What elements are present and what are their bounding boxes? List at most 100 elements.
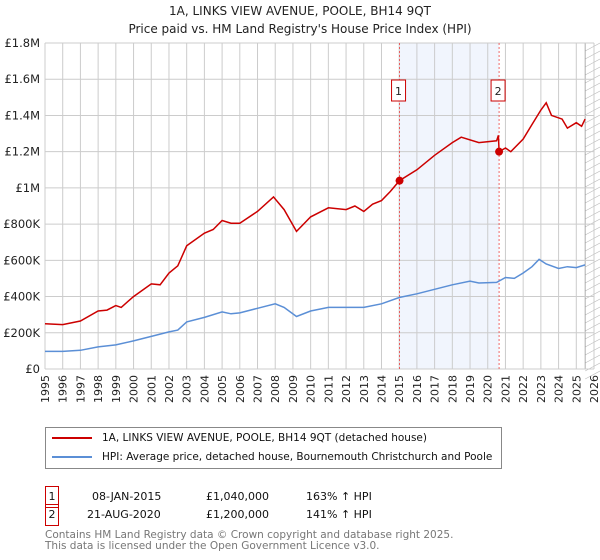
hatch-line xyxy=(585,154,600,164)
sale-label-box xyxy=(490,79,506,102)
legend-label: 1A, LINKS VIEW AVENUE, POOLE, BH14 9QT (… xyxy=(102,432,427,444)
hatch-line xyxy=(585,210,600,220)
sale-point xyxy=(495,147,504,156)
hatch-line xyxy=(585,298,600,308)
x-tick-label: 2025 xyxy=(570,375,583,403)
sale-hpi: 163% ↑ HPI xyxy=(306,490,372,503)
chart-title: 1A, LINKS VIEW AVENUE, POOLE, BH14 9QT xyxy=(169,4,432,18)
hatch-line xyxy=(585,370,600,380)
x-tick-label: 2014 xyxy=(375,375,388,403)
hatch-line xyxy=(585,290,600,300)
hatch-line xyxy=(585,82,600,92)
x-tick-label: 1998 xyxy=(92,375,105,403)
legend-swatch-red xyxy=(52,437,92,439)
hatch-line xyxy=(585,194,600,204)
hatch-line xyxy=(585,242,600,252)
x-tick-label: 1996 xyxy=(57,375,70,403)
x-tick-label: 2010 xyxy=(305,375,318,403)
x-tick-label: 2013 xyxy=(358,375,371,403)
hatch-line xyxy=(585,162,600,172)
hatch-line xyxy=(585,354,600,364)
y-tick-label: £1.6M xyxy=(4,72,40,86)
sale-hpi: 141% ↑ HPI xyxy=(306,508,372,521)
x-tick-label: 2000 xyxy=(128,375,141,403)
x-tick-label: 2006 xyxy=(234,375,247,403)
y-tick-label: £1.8M xyxy=(4,36,40,50)
hatch-line xyxy=(585,250,600,260)
hatch-line xyxy=(585,50,600,60)
sale-date: 21-AUG-2020 xyxy=(87,508,161,521)
x-tick-label: 2019 xyxy=(464,375,477,403)
hatch-line xyxy=(585,122,600,132)
hatch-line xyxy=(585,130,600,140)
x-tick-label: 2012 xyxy=(340,375,353,403)
hatch-line xyxy=(585,138,600,148)
x-tick-label: 2011 xyxy=(322,375,335,403)
x-tick-label: 2022 xyxy=(517,375,530,403)
hatch-line xyxy=(585,362,600,372)
series-line xyxy=(45,258,586,353)
legend-swatch-blue xyxy=(52,456,92,458)
chart-subtitle: Price paid vs. HM Land Registry's House … xyxy=(128,22,471,36)
hatch-line xyxy=(585,106,600,116)
y-tick-label: £0 xyxy=(25,362,40,376)
footer-copyright: Contains HM Land Registry data © Crown c… xyxy=(45,529,454,541)
hatch-line xyxy=(585,114,600,124)
hatch-line xyxy=(585,146,600,156)
x-tick-label: 1999 xyxy=(110,375,123,403)
x-tick-label: 2024 xyxy=(553,375,566,403)
sale-row-2: 2 21-AUG-2020 £1,200,000 141% ↑ HPI xyxy=(45,504,445,526)
hatch-line xyxy=(585,186,600,196)
x-tick-label: 2020 xyxy=(482,375,495,403)
y-tick-label: £800K xyxy=(3,217,40,231)
forecast-region xyxy=(585,43,600,369)
legend-label: HPI: Average price, detached house, Bour… xyxy=(102,451,493,463)
x-tick-label: 2002 xyxy=(163,375,176,403)
hatch-line xyxy=(585,42,600,52)
y-tick-label: £1.4M xyxy=(4,108,40,122)
hatch-line xyxy=(585,218,600,228)
sale-date: 08-JAN-2015 xyxy=(92,490,162,503)
hatch-line xyxy=(585,258,600,268)
footer: Contains HM Land Registry data © Crown c… xyxy=(45,530,453,552)
sale-label: 2 xyxy=(495,85,502,98)
sale-row-1: 1 08-JAN-2015 £1,040,000 163% ↑ HPI xyxy=(45,486,445,508)
legend-item-property: 1A, LINKS VIEW AVENUE, POOLE, BH14 9QT (… xyxy=(52,432,427,444)
hatch-line xyxy=(585,66,600,76)
x-tick-label: 2004 xyxy=(198,375,211,403)
x-tick-label: 2001 xyxy=(145,375,158,403)
x-tick-label: 2015 xyxy=(393,375,406,403)
legend-item-hpi: HPI: Average price, detached house, Bour… xyxy=(52,451,492,463)
x-tick-label: 1997 xyxy=(74,375,87,403)
hatch-line xyxy=(585,266,600,276)
hatch-line xyxy=(585,202,600,212)
x-tick-label: 2026 xyxy=(588,375,600,403)
x-tick-label: 2018 xyxy=(446,375,459,403)
hatch-line xyxy=(585,178,600,188)
hatch-line xyxy=(585,90,600,100)
shaded-period xyxy=(399,43,500,369)
y-tick-label: £600K xyxy=(3,253,40,267)
x-tick-label: 2017 xyxy=(429,375,442,403)
sale-label: 1 xyxy=(395,85,402,98)
hatch-line xyxy=(585,226,600,236)
hatch-line xyxy=(585,330,600,340)
x-tick-label: 2003 xyxy=(181,375,194,403)
y-tick-label: £400K xyxy=(3,290,40,304)
sale-price: £1,200,000 xyxy=(206,508,269,521)
x-tick-label: 2009 xyxy=(287,375,300,403)
hatch-line xyxy=(585,274,600,284)
y-tick-label: £1.2M xyxy=(4,145,40,159)
hatch-line xyxy=(585,98,600,108)
hatch-line xyxy=(585,346,600,356)
footer-licence: This data is licensed under the Open Gov… xyxy=(45,540,380,552)
sale-point xyxy=(395,176,404,185)
hatch-line xyxy=(585,306,600,316)
x-tick-label: 2008 xyxy=(269,375,282,403)
y-tick-label: £200K xyxy=(3,326,40,340)
hatch-line xyxy=(585,234,600,244)
price-chart: 1A, LINKS VIEW AVENUE, POOLE, BH14 9QT P… xyxy=(3,4,600,403)
series-line xyxy=(44,101,586,326)
hatch-line xyxy=(585,170,600,180)
